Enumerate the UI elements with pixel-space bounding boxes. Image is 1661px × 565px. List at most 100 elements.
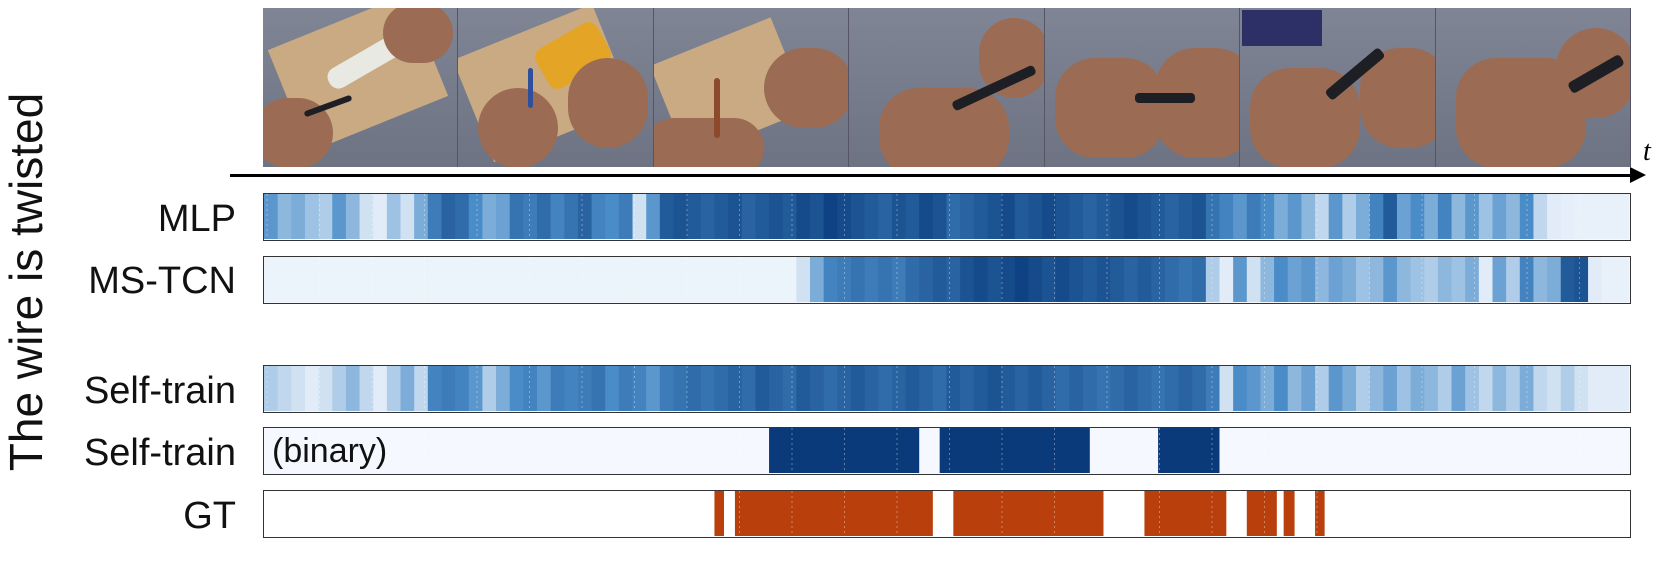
heatmap-cell [1178, 257, 1193, 302]
video-frame-6 [1240, 8, 1436, 167]
heatmap-cell [1588, 257, 1603, 302]
heatmap-cell [564, 366, 579, 411]
heatmap-cell [577, 194, 593, 239]
heatmap-cell [782, 257, 797, 302]
heatmap-cell [960, 366, 975, 411]
heatmap-cell [1560, 366, 1575, 411]
heatmap-cell [700, 257, 716, 302]
heatmap-cell [905, 257, 920, 302]
heatmap-cell [1519, 194, 1535, 239]
heatmap-cell [1560, 194, 1575, 239]
heatmap-cell [1519, 366, 1535, 411]
heatmap-cell [1451, 257, 1466, 302]
heatmap-cell [673, 366, 688, 411]
heatmap-cell [1574, 366, 1589, 411]
heatmap-cell [1110, 194, 1125, 239]
heatmap-cell [1178, 366, 1193, 411]
heatmap-cell [1028, 366, 1043, 411]
row-label-selftrain-binary: Self-train [83, 432, 236, 474]
bar-selftrain [263, 365, 1631, 413]
heatmap-cell [427, 366, 443, 411]
heatmap-cell [1164, 257, 1180, 302]
heatmap-cell [919, 366, 934, 411]
heatmap-cell [878, 194, 893, 239]
heatmap-svg [266, 491, 1580, 536]
row-label-mlp: MLP [157, 198, 236, 240]
heatmap-cell [291, 366, 306, 411]
heatmap-cell [1164, 194, 1180, 239]
heatmap-cell [1069, 257, 1084, 302]
heatmap-cell [1437, 194, 1453, 239]
heatmap-cell [1451, 366, 1466, 411]
heatmap-cell [1274, 194, 1289, 239]
heatmap-cell [1356, 194, 1371, 239]
heatmap-cell [1437, 257, 1453, 302]
heatmap-cell [728, 194, 743, 239]
heatmap-cell [1219, 194, 1234, 239]
heatmap-cell [1028, 257, 1043, 302]
heatmap-cell [1055, 257, 1070, 302]
heatmap-cell [1342, 194, 1357, 239]
heatmap-cell [1342, 366, 1357, 411]
heatmap-cell [1301, 366, 1316, 411]
heatmap-cell [1506, 366, 1521, 411]
heatmap-cell [673, 194, 688, 239]
heatmap-cell [291, 194, 306, 239]
heatmap-cell [1151, 194, 1166, 239]
heatmap-cell [687, 366, 702, 411]
heatmap-cell [932, 194, 948, 239]
heatmap-cell [987, 257, 1002, 302]
heatmap-cell [1123, 257, 1139, 302]
heatmap-cell [1137, 366, 1152, 411]
heatmap-cell [386, 257, 402, 302]
heatmap-cell [837, 257, 852, 302]
heatmap-cell [618, 194, 634, 239]
heatmap-cell [1192, 194, 1207, 239]
heatmap-cell [1287, 366, 1302, 411]
heatmap-cell [1478, 194, 1494, 239]
binary-note: (binary) [272, 432, 388, 470]
segment [1158, 428, 1220, 473]
heatmap-cell [605, 366, 620, 411]
heatmap-cell [318, 194, 333, 239]
heatmap-cell [782, 366, 797, 411]
heatmap-cell [1205, 257, 1221, 302]
heatmap-cell [1137, 194, 1152, 239]
heatmap-cell [1260, 194, 1275, 239]
heatmap-cell [482, 257, 497, 302]
heatmap-cell [1083, 194, 1098, 239]
segment [1246, 491, 1277, 536]
heatmap-cell [264, 366, 279, 411]
heatmap-cell [755, 257, 770, 302]
heatmap-cell [1315, 257, 1330, 302]
heatmap-cell [891, 366, 907, 411]
heatmap-cell [1424, 366, 1439, 411]
heatmap-cell [837, 366, 852, 411]
heatmap-cell [1205, 194, 1221, 239]
heatmap-cell [318, 366, 333, 411]
heatmap-cell [1615, 194, 1629, 239]
heatmap-cell [1192, 366, 1207, 411]
heatmap-cell [919, 257, 934, 302]
heatmap-cell [332, 194, 347, 239]
heatmap-cell [1356, 366, 1371, 411]
heatmap-cell [1533, 257, 1548, 302]
heatmap-cell [1424, 257, 1439, 302]
segment [1144, 491, 1227, 536]
segment [714, 491, 725, 536]
heatmap-cell [264, 257, 279, 302]
heatmap-svg [264, 194, 1629, 239]
heatmap-cell [1601, 366, 1616, 411]
heatmap-cell [577, 257, 593, 302]
heatmap-cell [1219, 366, 1234, 411]
heatmap-cell [1465, 366, 1480, 411]
heatmap-cell [728, 257, 743, 302]
heatmap-cell [550, 257, 565, 302]
heatmap-cell [1478, 366, 1494, 411]
segment [953, 491, 1104, 536]
heatmap-cell [1246, 194, 1262, 239]
heatmap-cell [1233, 366, 1248, 411]
heatmap-cell [1042, 366, 1057, 411]
heatmap-cell [646, 194, 661, 239]
heatmap-cell [496, 257, 511, 302]
